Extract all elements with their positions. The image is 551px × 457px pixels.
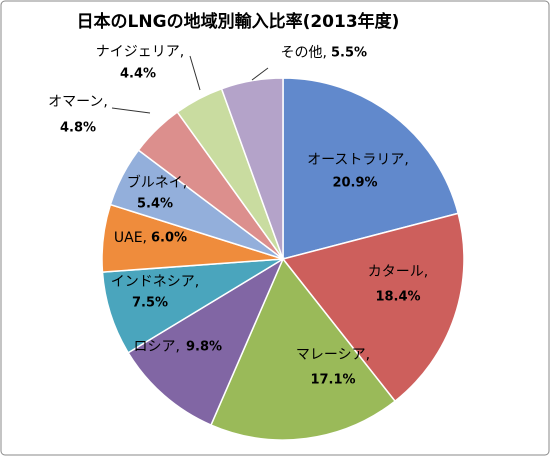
slice-label: カタール,: [368, 264, 428, 280]
slice-label: ブルネイ,: [127, 174, 187, 191]
pie-slice: [209, 257, 397, 441]
slice-label: オーストラリア,: [307, 152, 409, 168]
value-label: 20.9%: [332, 176, 377, 191]
chart-title: 日本のLNGの地域別輸入比率(2013年度): [77, 11, 400, 32]
slice-label: ロシア,: [134, 339, 180, 355]
value-label: 17.1%: [310, 373, 355, 388]
slice-label: その他,: [281, 45, 327, 61]
pie-slice: [282, 77, 460, 260]
pie: [101, 77, 465, 441]
value-label: 4.4%: [120, 67, 156, 82]
pie-slice: [220, 77, 284, 260]
value-label: 7.5%: [132, 296, 168, 311]
slice-label: インドネシア,: [111, 274, 199, 290]
leader-line: [189, 55, 201, 91]
value-label: 5.5%: [331, 46, 367, 61]
pie-slice: [127, 257, 285, 427]
value-label: 18.4%: [375, 290, 420, 305]
value-label: 9.8%: [186, 340, 222, 355]
pie-slice: [281, 212, 465, 403]
slice-label: オマーン,: [48, 94, 108, 110]
slice-label: UAE,: [114, 230, 147, 246]
leader-line: [111, 107, 151, 114]
leader-line: [251, 67, 269, 81]
value-label: 5.4%: [137, 197, 173, 212]
slice-label: ナイジェリア,: [96, 44, 184, 60]
slice-label: マレーシア,: [296, 347, 370, 363]
value-label: 6.0%: [151, 231, 187, 246]
value-label: 4.8%: [60, 121, 96, 136]
